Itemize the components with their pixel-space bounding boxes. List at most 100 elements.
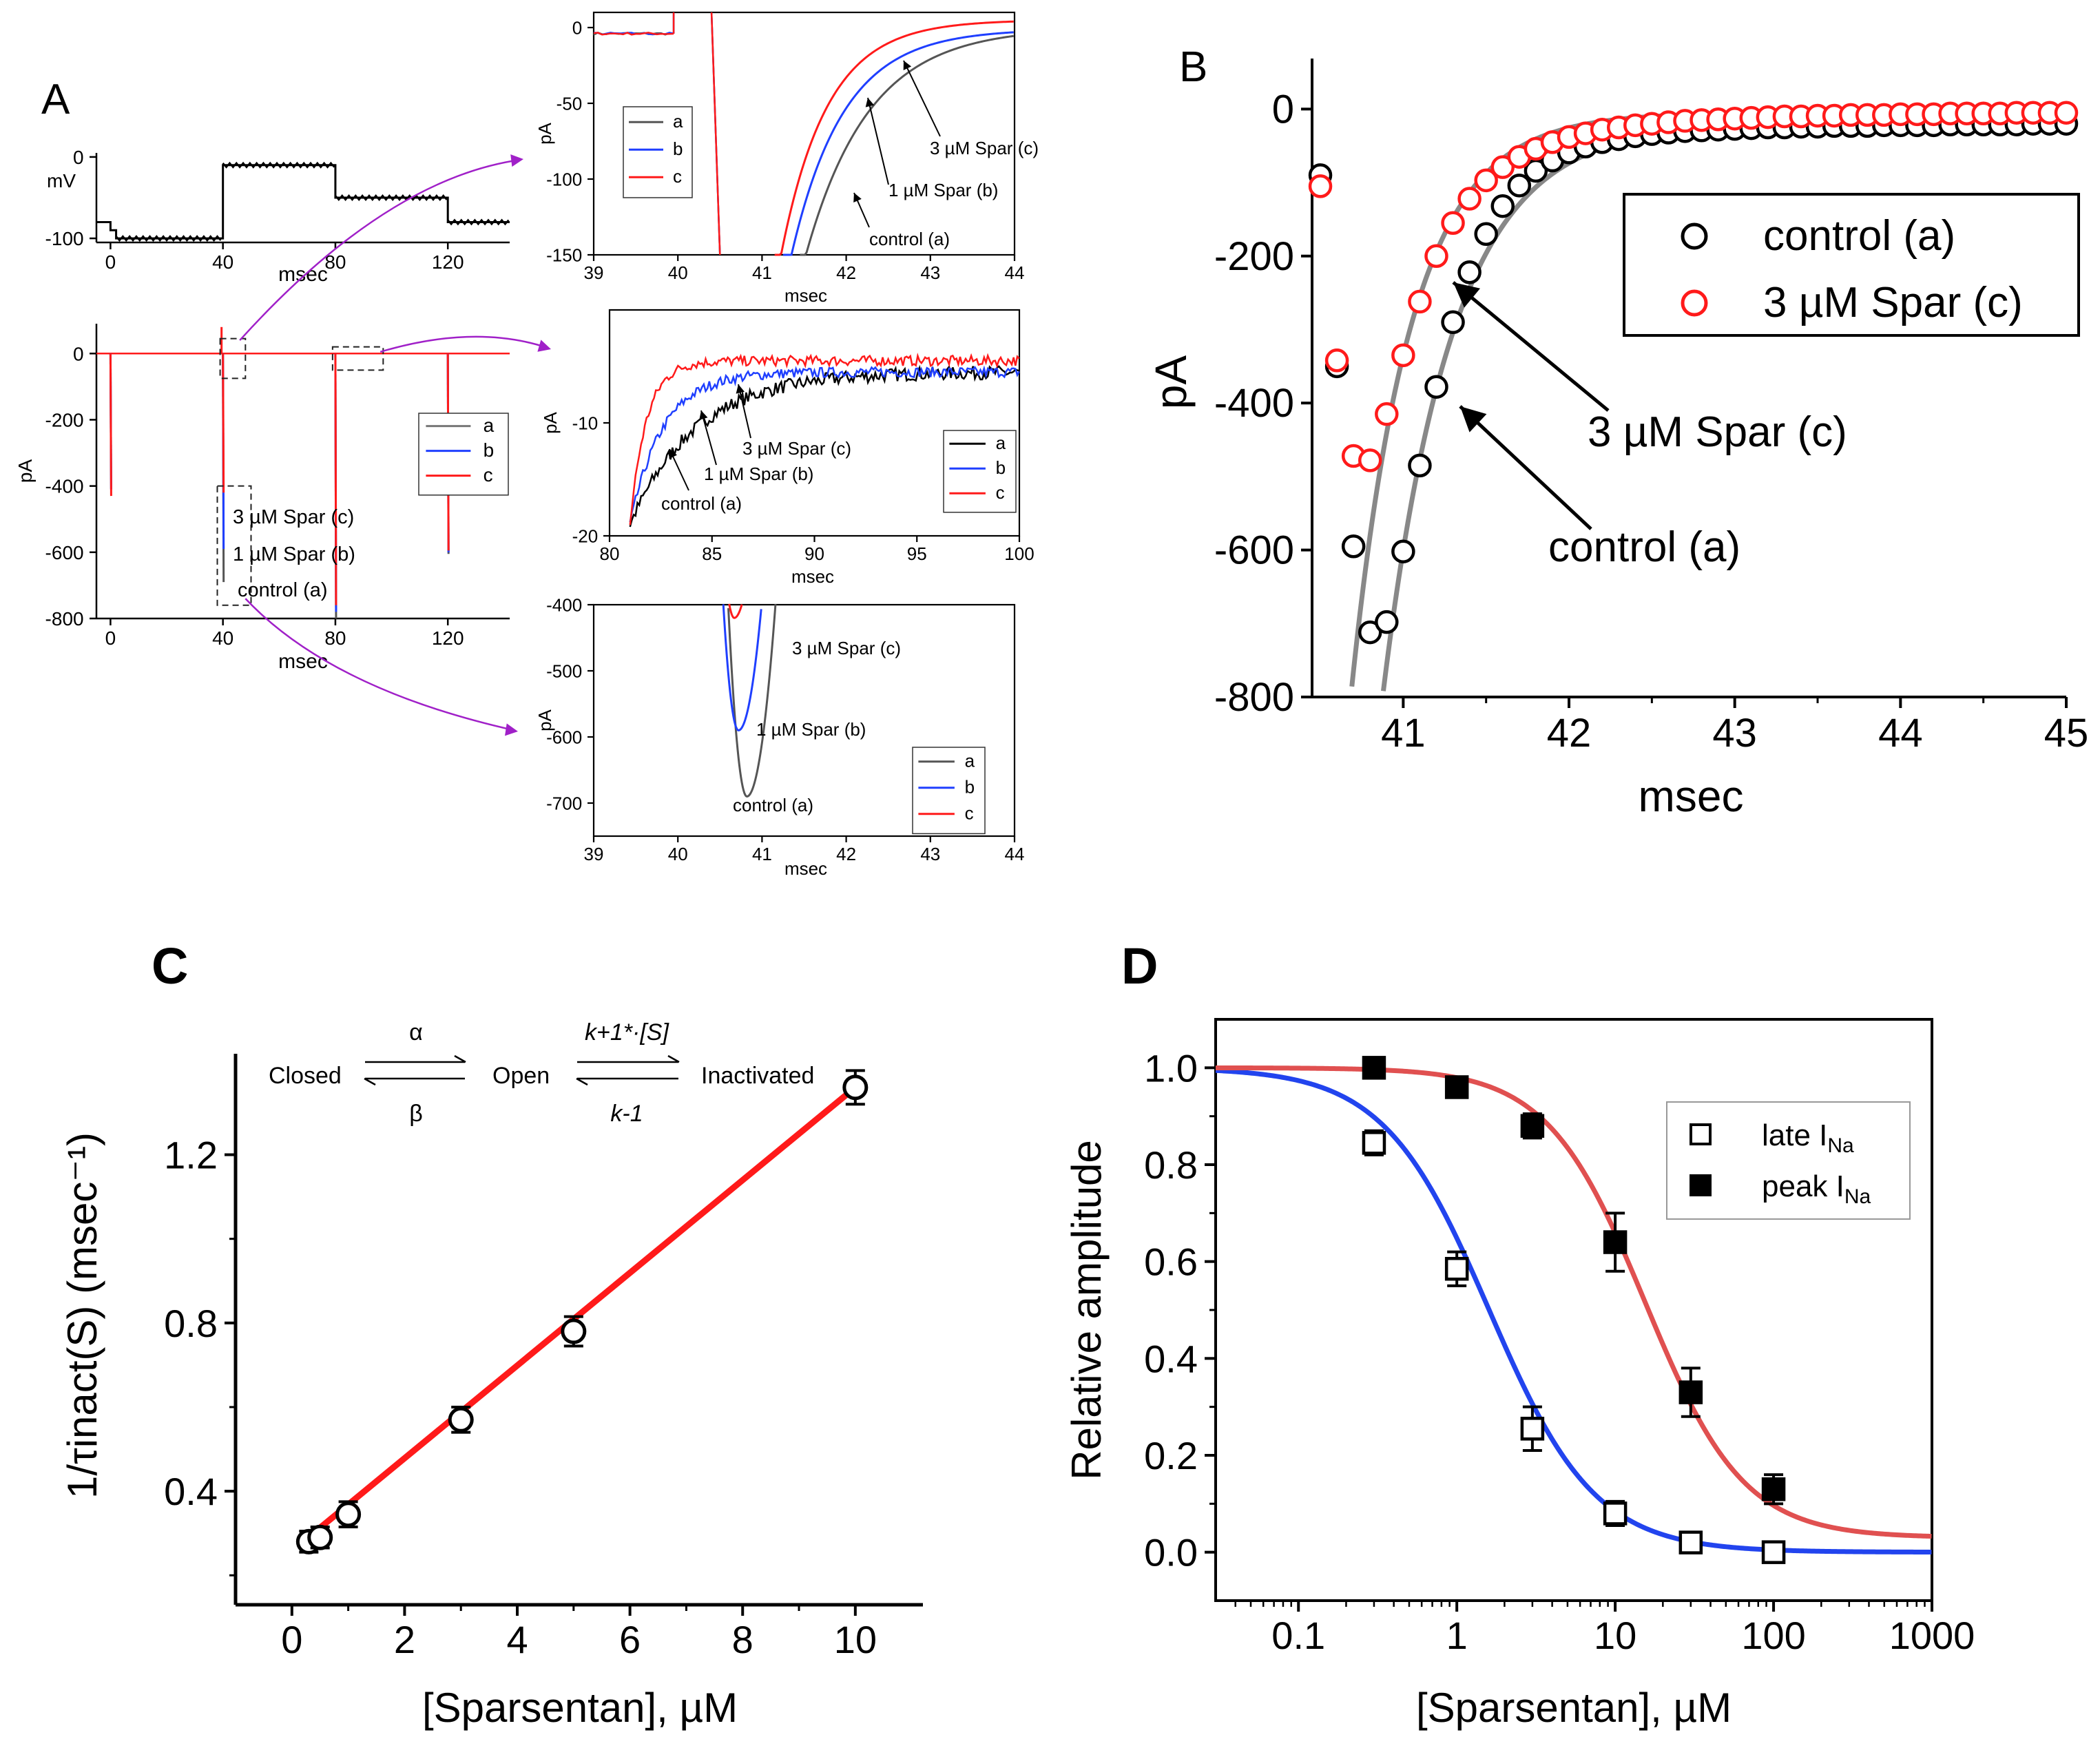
d-point-late: [1761, 1540, 1786, 1564]
a-current-y-tick-label: -600: [45, 542, 84, 563]
a-connector-1: [239, 158, 521, 341]
a-zoom-box-2: [331, 346, 384, 371]
b-point-spar: [2054, 101, 2079, 125]
c-kinetic-scheme: Closed Open Inactivated α β k+1*·[S] k-1: [269, 1019, 814, 1127]
panel-c: 0 2 4 6 8 10 0.4 0.8 1.2 [Sparsentan], µM 1/τinact…: [59, 1019, 923, 1731]
a-inset2-trace-c: [629, 352, 1020, 526]
d-y-tick-label: 1.0: [1144, 1046, 1198, 1090]
a-voltage-y-tick-label: 0: [73, 147, 84, 168]
a-inset1-x-tick-label: 40: [668, 262, 688, 283]
a-current-y-label: pA: [14, 459, 36, 483]
d-point-peak: [1520, 1114, 1545, 1138]
d-fit-peak: [1215, 1065, 1932, 1539]
a-inset3-trace-b: [722, 604, 762, 731]
b-point-control: [1391, 539, 1415, 563]
panel-letter-B: B: [1179, 43, 1207, 91]
panel-d: 0.1 1 10 100 1000 0.0 0.2 0.4 0.6 0.8 1.0 [Sparsent…: [1063, 1018, 1975, 1731]
a-inset3-trace-c: [728, 603, 743, 619]
b-point-control: [1474, 222, 1498, 247]
d-legend: [1666, 1101, 1911, 1220]
b-y-tick-label: -200: [1214, 234, 1294, 279]
b-legend-label-spar: 3 µM Spar (c): [1763, 279, 2023, 326]
c-fit-line: [306, 1085, 857, 1540]
a-inset1-legend-label-b: b: [673, 138, 683, 159]
c-scheme-arrowhead: [364, 1077, 376, 1086]
a-current-y-tick-label: -800: [45, 608, 84, 630]
a-inset1-y-tick-label: -50: [557, 93, 583, 114]
a-inset2-annot-c: 3 µM Spar (c): [742, 438, 851, 459]
a-inset1-annot-b: 1 µM Spar (b): [888, 180, 998, 200]
c-scheme-arrowhead: [667, 1054, 680, 1063]
a-voltage-ripple: [115, 235, 222, 242]
a-inset2-arrow-c-head: [736, 384, 745, 394]
a-inset1-y-tick-label: 0: [572, 17, 582, 38]
a-inset3-x-tick-label: 41: [752, 844, 772, 864]
panel-a-inset-1: 39 40 41 42 43 44 0 -50 -100 -150 msec pA abc 3 µM Sp…: [534, 11, 1039, 306]
a-inset1-x-tick-label: 42: [836, 262, 856, 283]
d-point-late: [1362, 1131, 1386, 1155]
b-arrow-control-shaft: [1459, 405, 1592, 530]
b-point-spar: [1408, 289, 1432, 314]
d-legend-label-late: late INa: [1762, 1119, 1854, 1157]
b-point-control: [1424, 375, 1448, 399]
a-inset3-x-tick-label: 40: [668, 844, 688, 864]
d-point-peak: [1761, 1477, 1786, 1501]
a-inset2-x-tick-label: 90: [804, 543, 824, 564]
b-legend: [1623, 193, 2080, 337]
panel-letter-C: C: [152, 937, 188, 995]
a-inset2-arrow-b-shaft: [700, 410, 717, 466]
a-voltage-ripple: [334, 194, 448, 201]
c-x-tick-label: 2: [394, 1618, 415, 1661]
a-connector-3: [245, 598, 514, 731]
a-inset1-x-tick-label: 44: [1005, 262, 1025, 283]
a-inset2-x-tick-label: 95: [907, 543, 927, 564]
a-inset3-y-tick-label: -600: [546, 727, 582, 747]
a-inset3-trace-a: [727, 604, 777, 798]
a-inset1-legend-label-a: a: [673, 111, 683, 132]
a-inset3-y-tick-label: -500: [546, 661, 582, 681]
b-x-tick-label: 41: [1381, 711, 1426, 756]
b-arrow-control-head: [1460, 406, 1487, 433]
a-inset1-arrow-c-head: [903, 61, 912, 70]
d-point-late: [1603, 1501, 1628, 1526]
a-inset1-legend-label-c: c: [673, 166, 682, 187]
b-point-control: [1408, 453, 1432, 478]
a-inset2-arrow-a-head: [669, 449, 678, 459]
b-x-label: msec: [1639, 771, 1744, 821]
panel-b: 41 42 43 44 45 0 -200 -400 -600 -800 msec pA control…: [1146, 59, 2088, 821]
b-legend-marker-spar: [1681, 289, 1708, 317]
a-inset3-annot-c: 3 µM Spar (c): [792, 638, 901, 658]
d-x-tick-label: 1000: [1889, 1614, 1975, 1657]
a-inset2-arrow-b-head: [699, 410, 708, 420]
a-inset3-legend-label-a: a: [965, 751, 975, 771]
c-y-tick-label: 1.2: [164, 1134, 218, 1177]
d-point-peak: [1444, 1075, 1469, 1099]
a-inset3-y-label: pA: [534, 709, 555, 731]
a-voltage-y-tick-label: -100: [45, 228, 84, 249]
b-point-control: [1341, 534, 1366, 559]
c-x-tick-label: 10: [834, 1618, 877, 1661]
a-voltage-x-tick-label: 40: [212, 251, 233, 273]
b-point-spar: [1391, 343, 1415, 368]
b-arrow-spar-head: [1453, 282, 1481, 308]
a-current-spike-0-c: [109, 353, 112, 497]
a-connector-3-head: [505, 723, 518, 736]
a-inset2-y-tick-label: -20: [572, 526, 599, 546]
b-point-spar: [1474, 168, 1498, 193]
a-current-y-tick-label: -200: [45, 410, 84, 431]
a-current-annot-b: 1 µM Spar (b): [233, 543, 355, 565]
a-inset2-x-tick-label: 80: [600, 543, 620, 564]
panel-letter-A: A: [41, 76, 70, 123]
a-inset2-x-tick-label: 85: [702, 543, 722, 564]
b-point-control: [1375, 610, 1399, 634]
a-inset3-annot-a: control (a): [733, 795, 813, 815]
a-inset2-legend-label-b: b: [996, 457, 1006, 478]
a-current-x-tick-label: 40: [212, 627, 233, 649]
a-voltage-ripple: [447, 218, 510, 226]
a-inset1-y-tick-label: -100: [546, 169, 582, 189]
a-inset3-frame: [592, 603, 1016, 838]
c-y-tick-label: 0.8: [164, 1302, 218, 1345]
d-y-tick-label: 0.4: [1144, 1337, 1198, 1380]
b-y-tick-label: -600: [1214, 528, 1294, 573]
